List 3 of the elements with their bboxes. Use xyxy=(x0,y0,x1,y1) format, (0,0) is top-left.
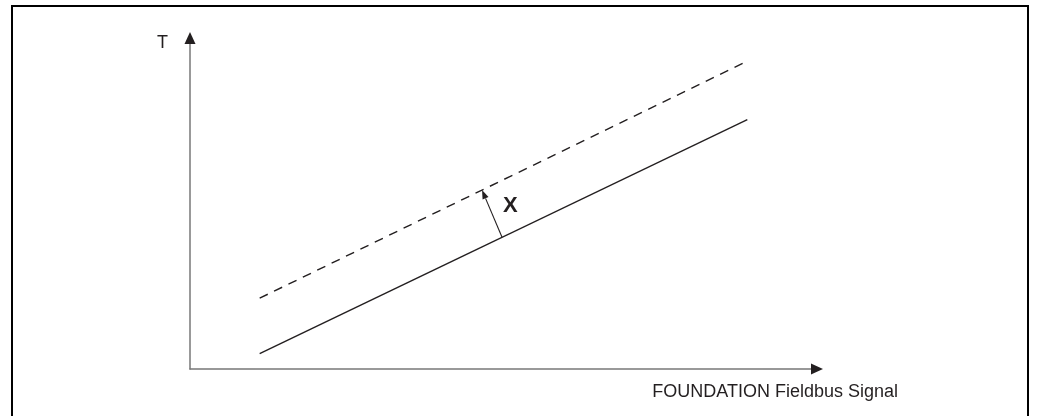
x-axis-title: FOUNDATION Fieldbus Signal xyxy=(652,381,898,401)
annotation: X xyxy=(503,192,519,218)
y-axis-title: T xyxy=(157,32,168,52)
